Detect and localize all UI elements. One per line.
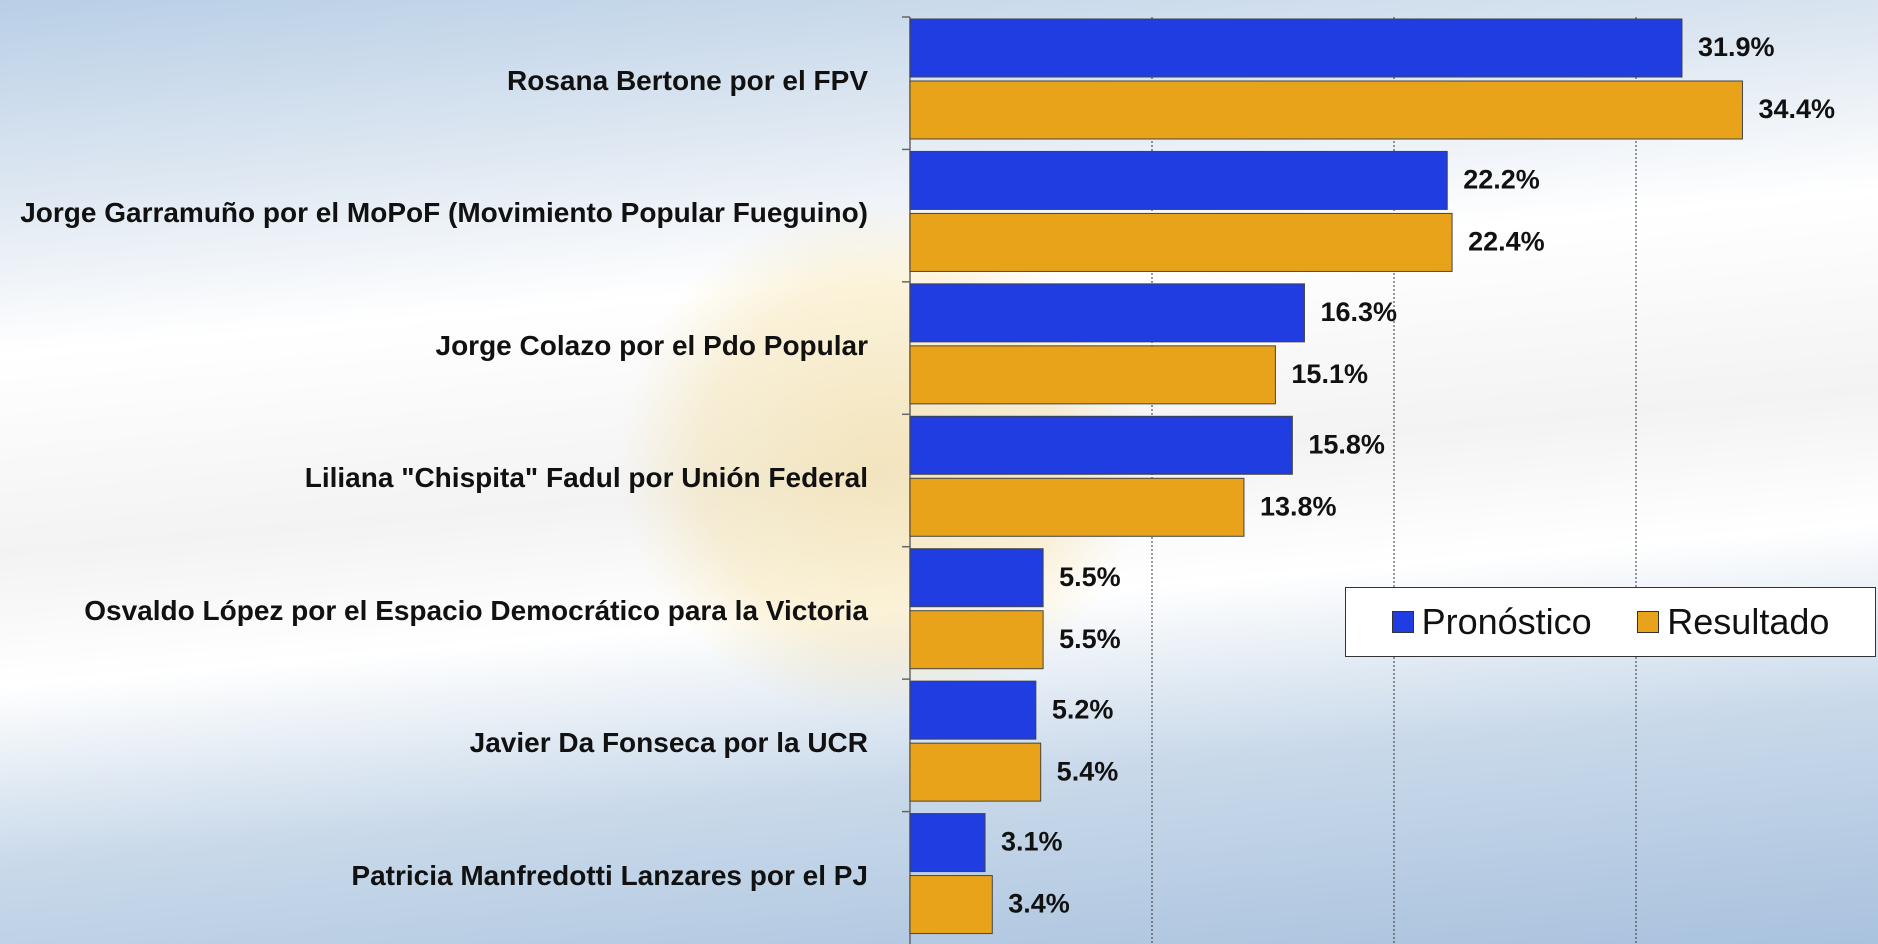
value-label: 34.4% [1758,94,1835,124]
legend-label: Pronóstico [1422,601,1592,643]
value-label: 5.2% [1052,694,1114,724]
category-label: Jorge Garramuño por el MoPoF (Movimiento… [20,195,868,231]
bar [910,814,985,872]
category-label-box: Jorge Garramuño por el MoPoF (Movimiento… [20,195,868,231]
value-label: 22.2% [1463,165,1540,195]
value-label: 3.1% [1001,827,1063,857]
category-label: Rosana Bertone por el FPV [507,63,868,99]
legend-item: Pronóstico [1392,601,1592,643]
bar [910,611,1043,669]
bar [910,213,1452,271]
plot-area: 31.9% 34.4% 22.2% 22.4% 16.3% 15.1% 15.8% 13.8%… [0,0,1878,944]
category-label: Jorge Colazo por el Pdo Popular [436,328,869,364]
bar [910,151,1447,209]
bar [910,346,1275,404]
value-label: 15.1% [1291,359,1368,389]
bar [910,478,1244,536]
category-label: Javier Da Fonseca por la UCR [470,725,868,761]
category-label-box: Patricia Manfredotti Lanzares por el PJ [351,857,868,893]
value-label: 5.5% [1059,562,1121,592]
value-label: 16.3% [1320,297,1397,327]
value-label: 15.8% [1308,429,1385,459]
value-label: 5.4% [1057,756,1119,786]
category-label-box: Jorge Colazo por el Pdo Popular [436,328,869,364]
legend-swatch [1392,611,1414,633]
value-label: 5.5% [1059,624,1121,654]
category-label-box: Osvaldo López por el Espacio Democrático… [84,593,868,629]
category-label: Osvaldo López por el Espacio Democrático… [84,593,868,629]
category-label-box: Javier Da Fonseca por la UCR [470,725,868,761]
category-label: Liliana "Chispita" Fadul por Unión Feder… [305,460,868,496]
bar [910,284,1304,342]
value-label: 22.4% [1468,227,1545,257]
bar [910,416,1292,474]
bar [910,81,1742,139]
legend: Pronóstico Resultado [1345,587,1876,657]
bar [910,876,992,934]
value-label: 13.8% [1260,491,1337,521]
legend-label: Resultado [1667,601,1829,643]
value-label: 31.9% [1698,32,1775,62]
category-label-box: Rosana Bertone por el FPV [507,63,868,99]
bar [910,549,1043,607]
bar [910,743,1041,801]
bar [910,19,1682,77]
legend-item: Resultado [1637,601,1829,643]
category-label: Patricia Manfredotti Lanzares por el PJ [351,857,868,893]
bar [910,681,1036,739]
legend-swatch [1637,611,1659,633]
value-label: 3.4% [1008,889,1070,919]
chart: 31.9% 34.4% 22.2% 22.4% 16.3% 15.1% 15.8% 13.8%… [0,0,1878,944]
category-label-box: Liliana "Chispita" Fadul por Unión Feder… [305,460,868,496]
